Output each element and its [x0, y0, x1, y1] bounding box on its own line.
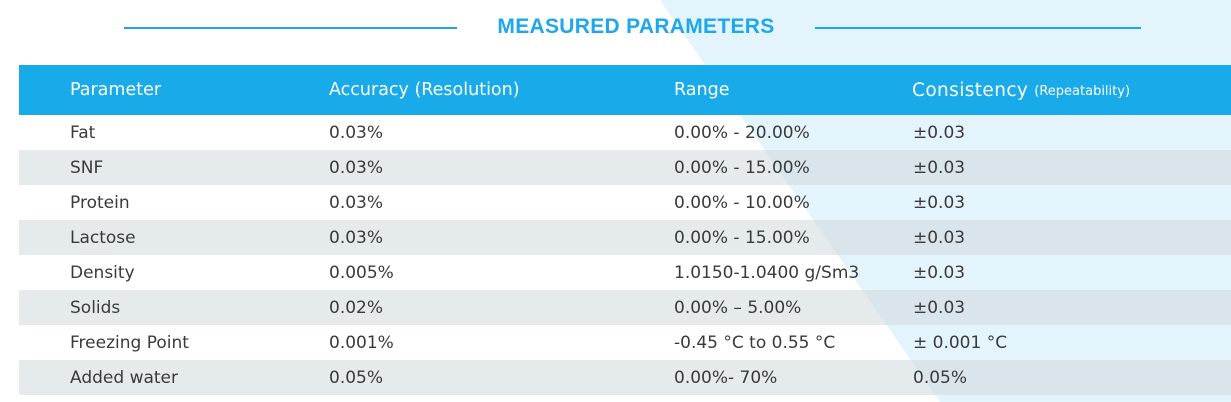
header-consistency-sub: (Repeatability)	[1034, 84, 1131, 99]
cell-parameter: Solids	[70, 297, 121, 318]
table-row: Protein 0.03% 0.00% - 10.00% ±0.03	[19, 185, 1231, 220]
cell-range: 0.00% - 20.00%	[674, 122, 810, 143]
cell-accuracy: 0.02%	[329, 297, 384, 318]
cell-accuracy: 0.005%	[329, 262, 394, 283]
cell-accuracy: 0.05%	[329, 367, 384, 388]
cell-parameter: Protein	[70, 192, 130, 213]
cell-parameter: Freezing Point	[70, 332, 189, 353]
table-row: Solids 0.02% 0.00% – 5.00% ±0.03	[19, 290, 1231, 325]
table-row: Lactose 0.03% 0.00% - 15.00% ±0.03	[19, 220, 1231, 255]
heading-rule-right	[815, 27, 1141, 29]
cell-parameter: Density	[70, 262, 135, 283]
table-row: Density 0.005% 1.0150-1.0400 g/Sm3 ±0.03	[19, 255, 1231, 290]
cell-range: 0.00% - 10.00%	[674, 192, 810, 213]
cell-accuracy: 0.03%	[329, 122, 384, 143]
cell-consistency: ±0.03	[913, 192, 966, 213]
heading-rule-left	[124, 27, 457, 29]
header-accuracy: Accuracy (Resolution)	[329, 80, 520, 100]
table-row: Fat 0.03% 0.00% - 20.00% ±0.03	[19, 115, 1231, 150]
cell-range: 1.0150-1.0400 g/Sm3	[674, 262, 860, 283]
header-range: Range	[674, 80, 730, 100]
cell-parameter: Lactose	[70, 227, 136, 248]
cell-consistency: ±0.03	[913, 157, 966, 178]
cell-range: 0.00%- 70%	[674, 367, 778, 388]
cell-range: 0.00% – 5.00%	[674, 297, 802, 318]
cell-consistency: 0.05%	[913, 367, 968, 388]
cell-range: 0.00% - 15.00%	[674, 157, 810, 178]
cell-parameter: Fat	[70, 122, 96, 143]
cell-accuracy: 0.001%	[329, 332, 394, 353]
table-row: Freezing Point 0.001% -0.45 °C to 0.55 °…	[19, 325, 1231, 360]
table-header-row: Parameter Accuracy (Resolution) Range Co…	[19, 65, 1231, 115]
table-row: SNF 0.03% 0.00% - 15.00% ±0.03	[19, 150, 1231, 185]
cell-consistency: ±0.03	[913, 297, 966, 318]
cell-parameter: SNF	[70, 157, 104, 178]
cell-range: 0.00% - 15.00%	[674, 227, 810, 248]
header-parameter: Parameter	[70, 80, 162, 100]
cell-consistency: ± 0.001 °C	[913, 332, 1008, 353]
cell-parameter: Added water	[70, 367, 179, 388]
parameters-table: Parameter Accuracy (Resolution) Range Co…	[19, 65, 1231, 395]
table-row: Added water 0.05% 0.00%- 70% 0.05%	[19, 360, 1231, 395]
cell-accuracy: 0.03%	[329, 192, 384, 213]
cell-consistency: ±0.03	[913, 227, 966, 248]
cell-range: -0.45 °C to 0.55 °C	[674, 332, 836, 353]
cell-consistency: ±0.03	[913, 262, 966, 283]
cell-accuracy: 0.03%	[329, 157, 384, 178]
header-consistency: Consistency (Repeatability)	[912, 65, 1130, 115]
section-title: MEASURED PARAMETERS	[497, 15, 775, 38]
cell-accuracy: 0.03%	[329, 227, 384, 248]
header-consistency-label: Consistency	[912, 79, 1029, 101]
section-heading: MEASURED PARAMETERS	[0, 0, 1231, 60]
cell-consistency: ±0.03	[913, 122, 966, 143]
